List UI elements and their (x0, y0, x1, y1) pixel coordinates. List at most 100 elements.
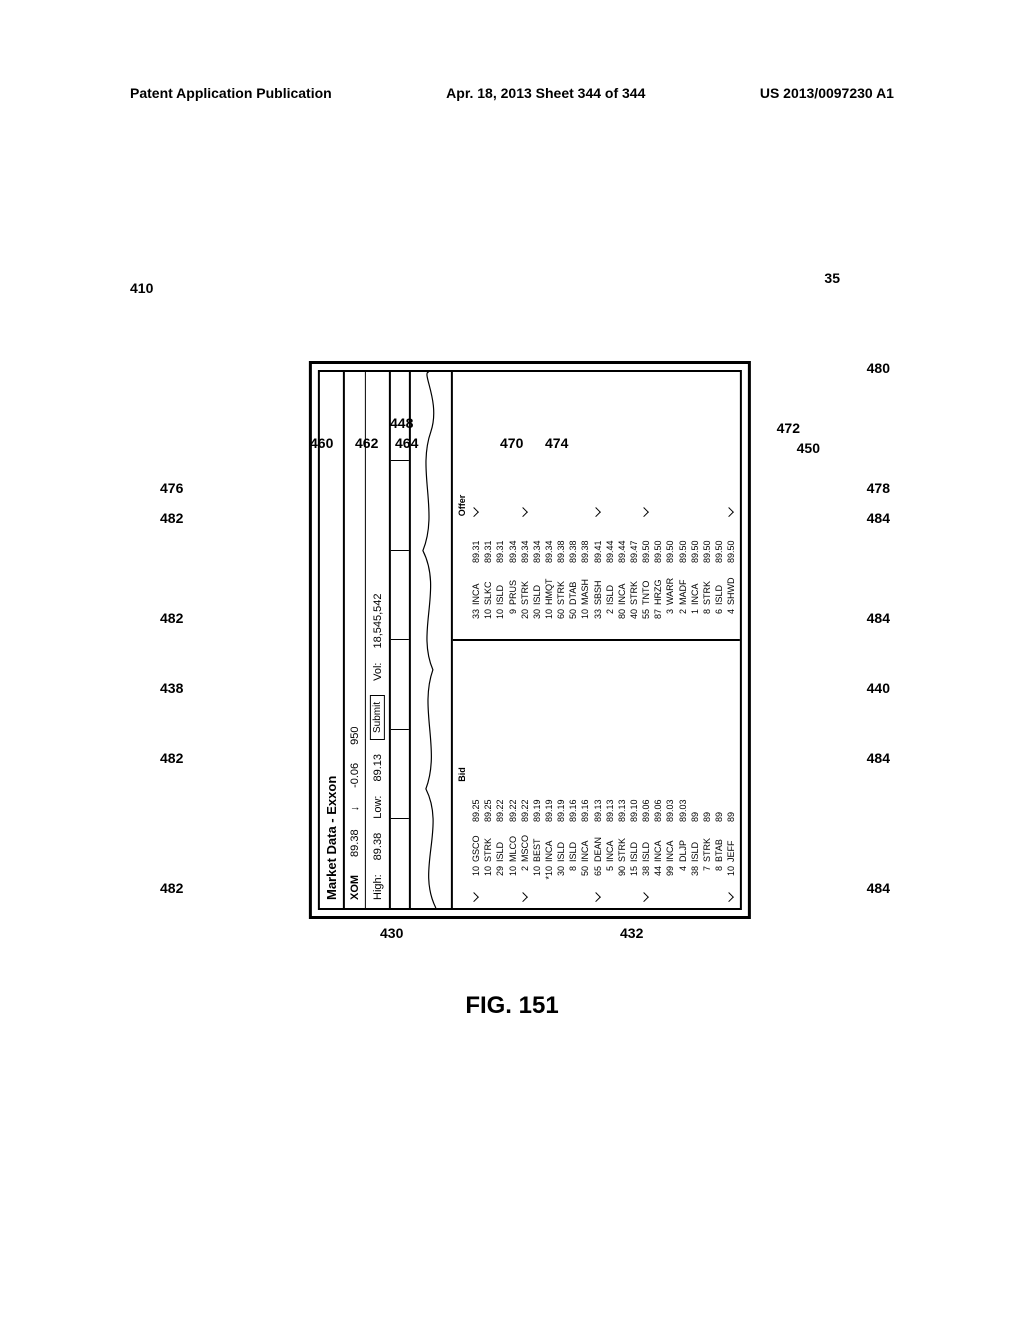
bid-tick-icon (616, 894, 628, 904)
offer-row: 3WARR89.50 (664, 376, 676, 635)
offer-row: 9PRUS89.34 (506, 376, 518, 635)
bid-mpid: ISLD (494, 822, 506, 862)
offer-size: 20 (519, 605, 531, 635)
ref-484-2: 484 (867, 610, 890, 626)
offer-mpid: INCA (689, 563, 701, 605)
bid-row: 8ISLD89.16 (567, 645, 579, 904)
bid-size: 4 (676, 862, 688, 894)
offer-size: 9 (506, 605, 518, 635)
figure-caption: FIG. 151 (0, 992, 1024, 1020)
bid-mpid: DEAN (591, 822, 603, 862)
bid-price: 89 (689, 778, 701, 822)
bid-size: 90 (616, 862, 628, 894)
offer-price: 89.34 (543, 519, 555, 563)
bid-row: 50INCA89.16 (579, 645, 591, 904)
bid-side: Bid 10GSCO89.2510STRK89.2529ISLD89.2210M… (453, 639, 740, 908)
offer-tick-icon (689, 509, 701, 519)
ref-484-4: 484 (867, 880, 890, 896)
chart-tab-464[interactable] (391, 640, 409, 730)
offer-row: 60STRK89.38 (555, 376, 567, 635)
bid-price: 89.03 (676, 778, 688, 822)
chart-tab-462[interactable] (391, 729, 409, 819)
bid-size: 8 (567, 862, 579, 894)
chart-tab-460[interactable] (391, 819, 409, 909)
bid-size: 99 (664, 862, 676, 894)
offer-size: 10 (494, 605, 506, 635)
offer-row: 10MASH89.38 (579, 376, 591, 635)
offer-tick-icon (470, 509, 482, 519)
offer-size: 60 (555, 605, 567, 635)
offer-size: 50 (567, 605, 579, 635)
bid-size: 10 (531, 862, 543, 894)
change-value: -0.06 (349, 763, 361, 788)
bid-row: 15ISLD89.10 (628, 645, 640, 904)
offer-tick-icon (701, 509, 713, 519)
offer-header: Offer (456, 376, 470, 635)
bid-mpid: ISLD (640, 822, 652, 862)
offer-mpid: STRK (555, 563, 567, 605)
bid-size: 15 (628, 862, 640, 894)
last-price: 89.38 (349, 829, 361, 857)
offer-size: 3 (664, 605, 676, 635)
offer-row: 1INCA89.50 (689, 376, 701, 635)
chart-tab-470[interactable] (391, 550, 409, 640)
offer-price: 89.38 (579, 519, 591, 563)
offer-mpid: HRZG (652, 563, 664, 605)
bid-mpid: STRK (616, 822, 628, 862)
offer-tick-icon (640, 509, 652, 519)
offer-price: 89.38 (555, 519, 567, 563)
bid-size: 5 (604, 862, 616, 894)
ref-450: 450 (797, 440, 820, 456)
bid-row: 10JEFF89 (725, 645, 737, 904)
offer-price: 89.31 (494, 519, 506, 563)
header-left: Patent Application Publication (130, 85, 332, 101)
bid-row: 7STRK89 (701, 645, 713, 904)
offer-tick-icon (531, 509, 543, 519)
ref-482-1: 482 (160, 510, 183, 526)
offer-price: 89.50 (664, 519, 676, 563)
offer-price: 89.50 (725, 519, 737, 563)
bid-tick-icon (689, 894, 701, 904)
bid-row: 10GSCO89.25 (470, 645, 482, 904)
offer-tick-icon (555, 509, 567, 519)
bid-row: 2MSCO89.22 (519, 645, 531, 904)
bid-price: 89.16 (567, 778, 579, 822)
chart-tab-474[interactable] (391, 461, 409, 551)
offer-row: 50DTAB89.38 (567, 376, 579, 635)
offer-row: 4SHWD89.50 (725, 376, 737, 635)
offer-mpid: WARR (664, 563, 676, 605)
submit-button[interactable]: Submit (370, 695, 385, 740)
bid-price: 89.06 (640, 778, 652, 822)
bid-mpid: BTAB (713, 822, 725, 862)
offer-tick-icon (591, 509, 603, 519)
bid-row: 10MLCO89.22 (506, 645, 518, 904)
bid-size: 10 (482, 862, 494, 894)
bid-tick-icon (482, 894, 494, 904)
bid-price: 89 (725, 778, 737, 822)
offer-row: 2ISLD89.44 (604, 376, 616, 635)
bid-mpid: ISLD (628, 822, 640, 862)
bid-size: 7 (701, 862, 713, 894)
bid-row: 8BTAB89 (713, 645, 725, 904)
bid-tick-icon (543, 894, 555, 904)
offer-price: 89.31 (470, 519, 482, 563)
bid-size: 50 (579, 862, 591, 894)
bid-size: 65 (591, 862, 603, 894)
bid-mpid: INCA (652, 822, 664, 862)
chart-tabs (391, 372, 411, 908)
bid-size: 2 (519, 862, 531, 894)
ref-472: 472 (777, 420, 800, 436)
bid-mpid: JEFF (725, 822, 737, 862)
offer-row: 10ISLD89.31 (494, 376, 506, 635)
offer-tick-icon (628, 509, 640, 519)
bid-row: 29ISLD89.22 (494, 645, 506, 904)
bid-row: 38ISLD89 (689, 645, 701, 904)
bid-tick-icon (470, 894, 482, 904)
header-right: US 2013/0097230 A1 (760, 85, 894, 101)
offer-tick-icon (713, 509, 725, 519)
bid-size: 8 (713, 862, 725, 894)
ref-430: 430 (380, 925, 403, 941)
offer-side: Offer 33INCA89.3110SLKC89.3110ISLD89.319… (453, 372, 740, 639)
offer-size: 33 (470, 605, 482, 635)
bid-price: 89.19 (543, 778, 555, 822)
